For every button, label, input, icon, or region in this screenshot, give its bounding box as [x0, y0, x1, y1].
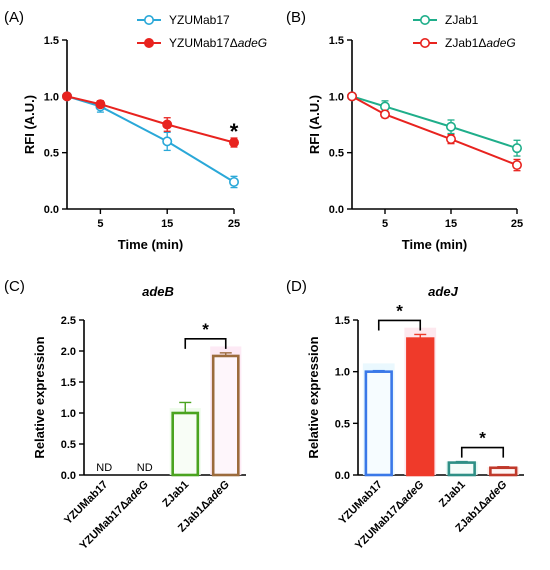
y-tick-label-a: 0.0: [44, 204, 59, 216]
bar-d-3: [489, 466, 518, 477]
x-tick-label-b: 5: [382, 218, 388, 230]
category-label-c-1: YZUMab17ΔadeG: [78, 478, 152, 552]
significance-star-d-0: *: [396, 301, 403, 320]
significance-bracket-d-0: [377, 319, 422, 331]
data-point-b: [511, 143, 522, 154]
y-tick-label-c: 2.0: [61, 346, 76, 358]
data-point-a: [61, 91, 72, 102]
data-point-b: [445, 134, 456, 145]
y-tick-label-a: 1.5: [44, 35, 59, 47]
x-tick-label-a: 5: [97, 218, 103, 230]
y-axis-label-b: RFI (A.U.): [307, 95, 322, 154]
bar-c-3: [211, 354, 240, 477]
series-line-b-1: [351, 95, 518, 166]
y-tick-label-d: 1.0: [335, 367, 350, 379]
y-axis-label-a: RFI (A.U.): [22, 95, 37, 154]
y-tick-label-d: 0.5: [335, 418, 350, 430]
significance-star-d-1: *: [479, 429, 486, 448]
y-tick-label-c: 0.0: [61, 470, 76, 482]
legend-label-b-1: ZJab1ΔadeG: [445, 36, 516, 50]
x-tick-label-a: 15: [161, 218, 173, 230]
data-point-a: [95, 99, 106, 110]
series-line-b-0: [351, 95, 518, 150]
legend-marker-a-0: [144, 15, 155, 25]
x-tick-label-b: 25: [511, 218, 523, 230]
y-tick-label-b: 0.0: [329, 204, 344, 216]
value-label-c: ND: [96, 462, 112, 474]
chart-d-title: adeJ: [428, 284, 458, 299]
bar-c-2: [171, 411, 200, 477]
y-axis-label-c: Relative expression: [32, 336, 47, 458]
value-label-c: ND: [137, 462, 153, 474]
y-tick-label-b: 1.0: [329, 91, 344, 103]
series-line-a-0: [66, 95, 235, 183]
y-tick-label-c: 1.0: [61, 408, 76, 420]
bar-d-0: [364, 370, 393, 477]
bar-chart-c: 0.0 0.5 1.0 1.5 2.0 2.5 Relative expression ND Y…: [32, 315, 246, 552]
y-axis-label-d: Relative expression: [306, 336, 321, 458]
y-tick-label-c: 0.5: [61, 439, 76, 451]
line-chart-b: 0.0 0.5 1.0 1.5 5 15 25 Time (min) RFI (A.U.) ZJa…: [307, 13, 523, 252]
y-tick-label-c: 1.5: [61, 377, 76, 389]
category-label-c-2: ZJab1: [160, 479, 191, 510]
legend-label-a-1: YZUMab17ΔadeG: [169, 36, 267, 50]
panel-label-d: (D): [286, 278, 307, 295]
bar-d-2: [447, 461, 476, 477]
series-line-a-1: [66, 95, 235, 144]
significance-bracket-c-0: [184, 338, 227, 349]
data-point-a: [229, 176, 240, 187]
significance-bracket-d-1: [460, 446, 505, 458]
y-tick-label-b: 0.5: [329, 148, 344, 160]
bar-d-1: [406, 337, 435, 477]
legend-marker-b-0: [419, 15, 430, 25]
y-tick-label-c: 2.5: [61, 315, 76, 327]
category-label-d-2: ZJab1: [437, 479, 468, 510]
y-tick-label-a: 0.5: [44, 148, 59, 160]
x-tick-label-b: 15: [445, 218, 457, 230]
line-chart-a: 0.0 0.5 1.0 1.5 5 15 25 Time (min) RFI (A.U.) YZU…: [22, 13, 267, 252]
significance-star-c-0: *: [202, 320, 209, 339]
y-tick-label-d: 1.5: [335, 315, 350, 327]
panel-label-b: (B): [286, 9, 306, 26]
data-point-b: [445, 121, 456, 132]
chart-c-title: adeB: [142, 284, 174, 299]
x-tick-label-a: 25: [228, 218, 240, 230]
legend-marker-a-1: [144, 37, 155, 48]
data-point-b: [379, 109, 390, 120]
legend-marker-b-1: [419, 37, 430, 48]
data-point-a: [162, 136, 173, 147]
data-point-a: [229, 137, 240, 148]
legend-label-a-0: YZUMab17: [169, 13, 230, 27]
x-axis-label-a: Time (min): [118, 237, 184, 252]
panel-label-a: (A): [4, 9, 24, 26]
legend-label-b-0: ZJab1: [445, 13, 479, 27]
panel-label-c: (C): [4, 278, 25, 295]
y-tick-label-d: 0.0: [335, 470, 350, 482]
category-label-d-1: YZUMab17ΔadeG: [353, 478, 427, 552]
significance-star-a: *: [230, 119, 239, 144]
y-tick-label-a: 1.0: [44, 91, 59, 103]
data-point-a: [162, 119, 173, 130]
x-axis-label-b: Time (min): [402, 237, 468, 252]
data-point-b: [511, 160, 522, 171]
y-tick-label-b: 1.5: [329, 35, 344, 47]
data-point-b: [346, 91, 357, 102]
